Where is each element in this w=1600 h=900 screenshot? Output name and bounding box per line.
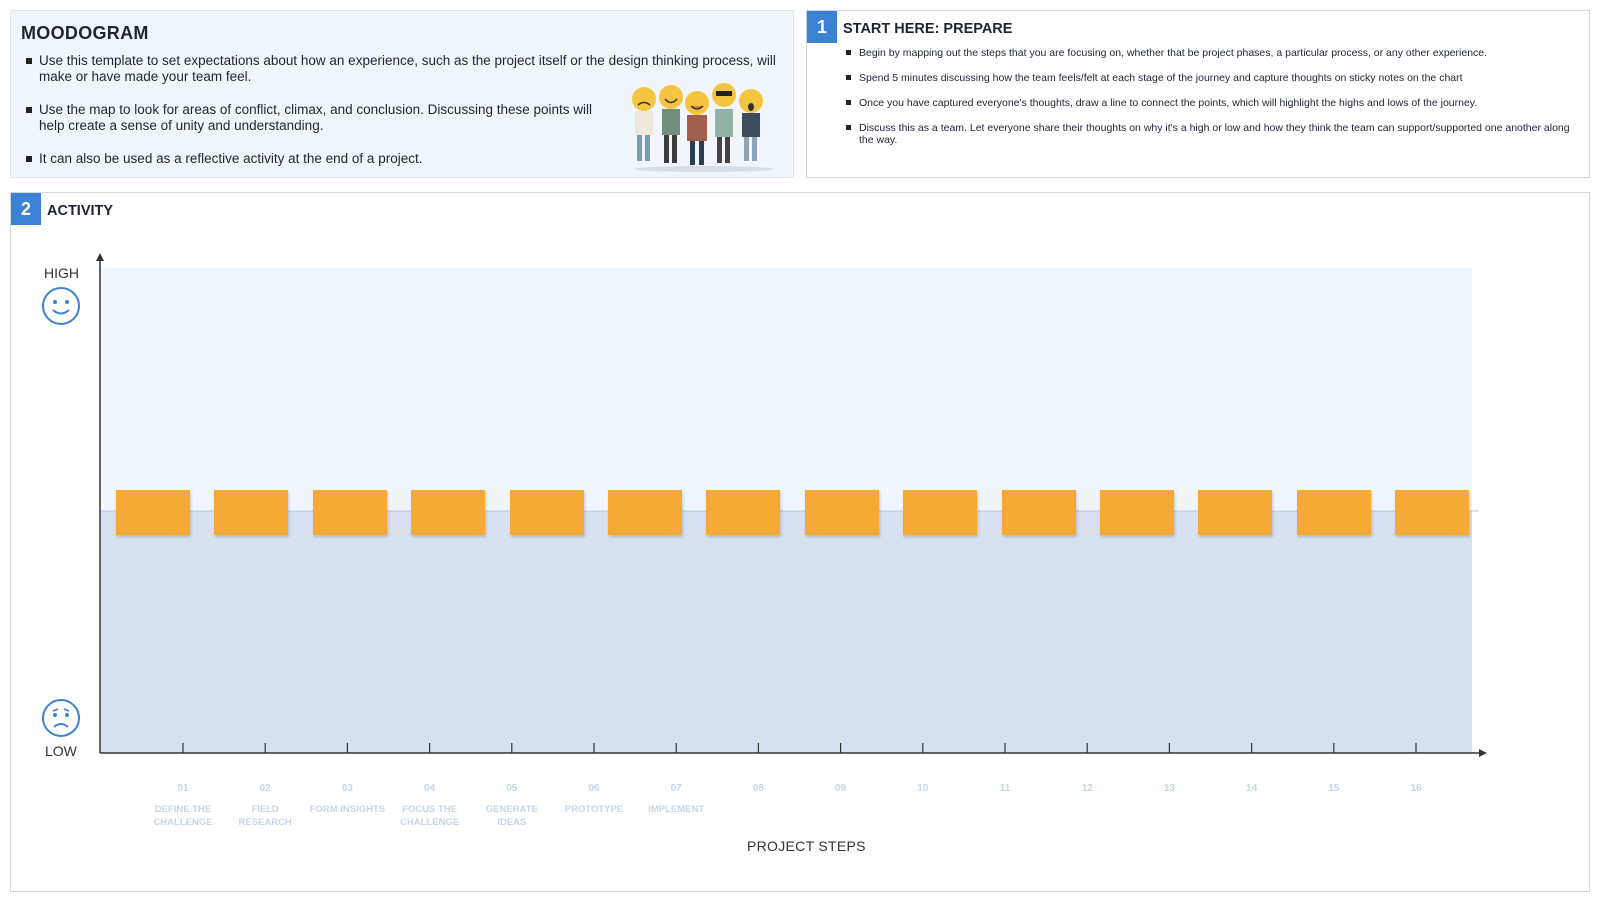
step-number: 16 bbox=[1410, 783, 1422, 794]
step-badge: 2 bbox=[11, 193, 41, 225]
prepare-bullet: Spend 5 minutes discussing how the team … bbox=[843, 72, 1573, 84]
y-axis-arrow bbox=[96, 253, 104, 261]
x-axis-ticks bbox=[182, 743, 1417, 753]
sticky-note[interactable] bbox=[509, 490, 584, 535]
y-low-label: LOW bbox=[45, 743, 77, 759]
sticky-note[interactable] bbox=[214, 490, 289, 535]
step-number: 10 bbox=[917, 783, 929, 794]
low-zone bbox=[100, 511, 1472, 753]
smiley-face-icon bbox=[42, 287, 80, 325]
sticky-note[interactable] bbox=[1395, 490, 1470, 535]
intro-bullet-text: It can also be used as a reflective acti… bbox=[39, 151, 423, 166]
emoji-people-illustration bbox=[632, 83, 774, 172]
step-number: 05 bbox=[506, 783, 518, 794]
step-number: 02 bbox=[259, 783, 271, 794]
prepare-panel: 1 START HERE: PREPARE Begin by mapping o… bbox=[806, 10, 1590, 178]
intro-bullet: It can also be used as a reflective acti… bbox=[23, 151, 803, 167]
step-badge: 1 bbox=[807, 11, 837, 43]
sticky-note[interactable] bbox=[1100, 490, 1174, 535]
intro-bullet-list: Use this template to set expectations ab… bbox=[23, 53, 803, 184]
step-number: 07 bbox=[670, 783, 682, 794]
step-name: PROTOTYPE bbox=[564, 804, 624, 815]
step-number: 13 bbox=[1163, 783, 1175, 794]
step-name: GENERATE IDEAS bbox=[485, 804, 538, 828]
activity-panel: 2 ACTIVITY HIGH LOW 01 DEFINE THE CHALLEN… bbox=[10, 192, 1590, 892]
step-number: 03 bbox=[341, 783, 353, 794]
prepare-bullet: Discuss this as a team. Let everyone sha… bbox=[843, 122, 1573, 146]
step-name: IMPLEMENT bbox=[648, 804, 705, 815]
intro-bullet: Use the map to look for areas of conflic… bbox=[23, 102, 599, 134]
step-number: 09 bbox=[835, 783, 847, 794]
sticky-note[interactable] bbox=[1296, 490, 1371, 535]
sad-face-icon bbox=[42, 699, 80, 737]
step-name: DEFINE THE CHALLENGE bbox=[153, 804, 213, 828]
step-number: 04 bbox=[424, 783, 436, 794]
step-name: FORM INSIGHTS bbox=[309, 804, 386, 815]
step-number: 08 bbox=[752, 783, 764, 794]
intro-panel: MOODOGRAM Use this template to set expec… bbox=[10, 10, 794, 178]
mood-chart bbox=[96, 253, 1487, 757]
intro-bullet-text: Use the map to look for areas of conflic… bbox=[39, 102, 593, 133]
x-axis-title: PROJECT STEPS bbox=[747, 838, 866, 854]
sticky-note[interactable] bbox=[411, 490, 486, 535]
step-name: FOCUS THE CHALLENGE bbox=[400, 804, 460, 828]
step-number: 12 bbox=[1081, 783, 1093, 794]
sticky-note[interactable] bbox=[706, 490, 781, 535]
sticky-note[interactable] bbox=[116, 490, 190, 535]
high-zone bbox=[100, 268, 1472, 511]
sticky-note[interactable] bbox=[312, 490, 387, 535]
prepare-bullet: Once you have captured everyone's though… bbox=[843, 97, 1573, 109]
prepare-title: START HERE: PREPARE bbox=[843, 21, 1013, 37]
sticky-note[interactable] bbox=[1198, 490, 1273, 535]
sticky-note[interactable] bbox=[903, 490, 978, 535]
step-name: FIELD RESEARCH bbox=[238, 804, 292, 828]
step-number: 15 bbox=[1328, 783, 1340, 794]
prepare-bullet: Begin by mapping out the steps that you … bbox=[843, 47, 1573, 59]
activity-title: ACTIVITY bbox=[47, 203, 114, 219]
intro-bullet: Use this template to set expectations ab… bbox=[23, 53, 803, 85]
page-title: MOODOGRAM bbox=[21, 23, 149, 43]
sticky-note[interactable] bbox=[804, 490, 879, 535]
step-number: 01 bbox=[177, 783, 189, 794]
y-high-label: HIGH bbox=[44, 265, 79, 281]
prepare-bullet-list: Begin by mapping out the steps that you … bbox=[843, 47, 1573, 159]
x-axis-arrow bbox=[1479, 749, 1487, 757]
intro-bullet-text: Use this template to set expectations ab… bbox=[39, 53, 776, 84]
sticky-note[interactable] bbox=[1001, 490, 1076, 535]
step-number: 06 bbox=[588, 783, 600, 794]
step-number: 14 bbox=[1246, 783, 1258, 794]
sticky-note[interactable] bbox=[608, 490, 682, 535]
step-number: 11 bbox=[999, 783, 1011, 794]
